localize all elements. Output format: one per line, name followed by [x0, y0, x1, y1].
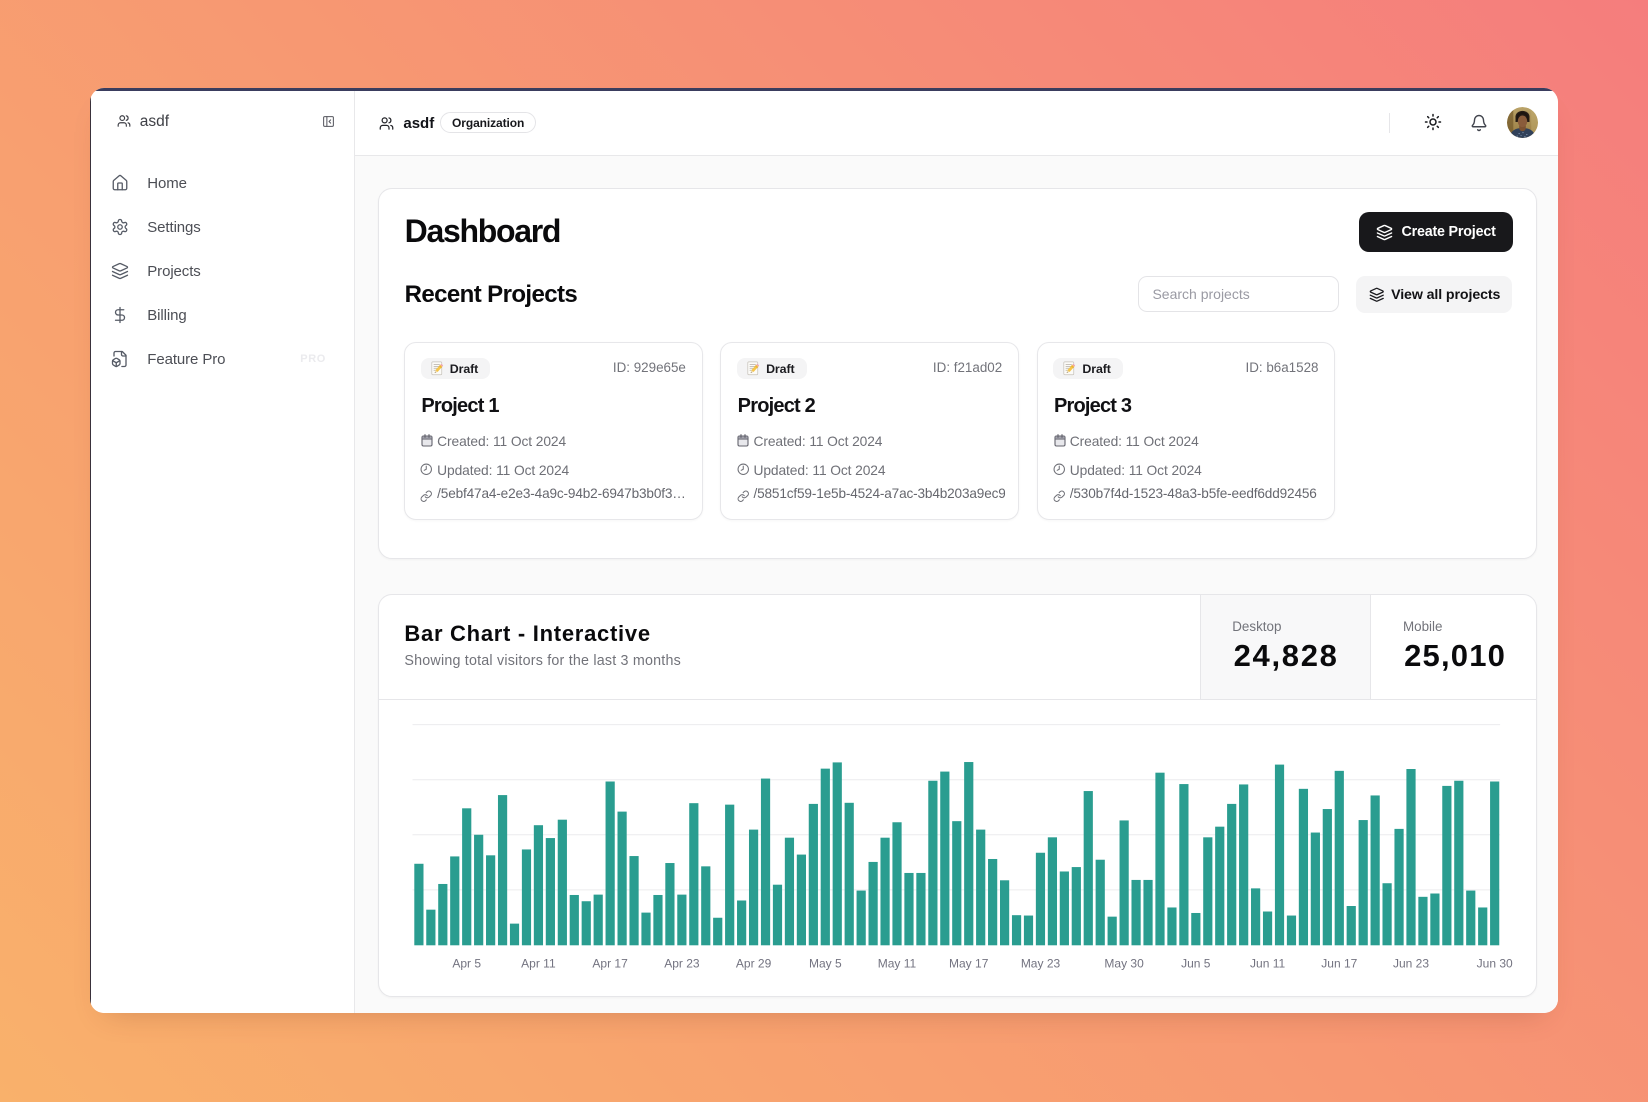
svg-text:Jun 23: Jun 23: [1393, 957, 1429, 971]
svg-text:Jun 30: Jun 30: [1477, 957, 1513, 971]
svg-text:Jun 5: Jun 5: [1181, 957, 1211, 971]
svg-text:Jun 17: Jun 17: [1322, 957, 1358, 971]
svg-text:Apr 23: Apr 23: [665, 957, 701, 971]
svg-text:May 5: May 5: [809, 957, 842, 971]
svg-text:Jun 11: Jun 11: [1250, 957, 1285, 971]
svg-text:May 17: May 17: [949, 957, 989, 971]
svg-text:May 30: May 30: [1105, 957, 1145, 971]
svg-text:Apr 29: Apr 29: [736, 957, 772, 971]
svg-text:Apr 5: Apr 5: [453, 957, 482, 971]
svg-text:Apr 17: Apr 17: [593, 957, 629, 971]
svg-text:Apr 11: Apr 11: [521, 957, 556, 971]
svg-text:May 11: May 11: [878, 957, 917, 971]
svg-text:May 23: May 23: [1021, 957, 1061, 971]
